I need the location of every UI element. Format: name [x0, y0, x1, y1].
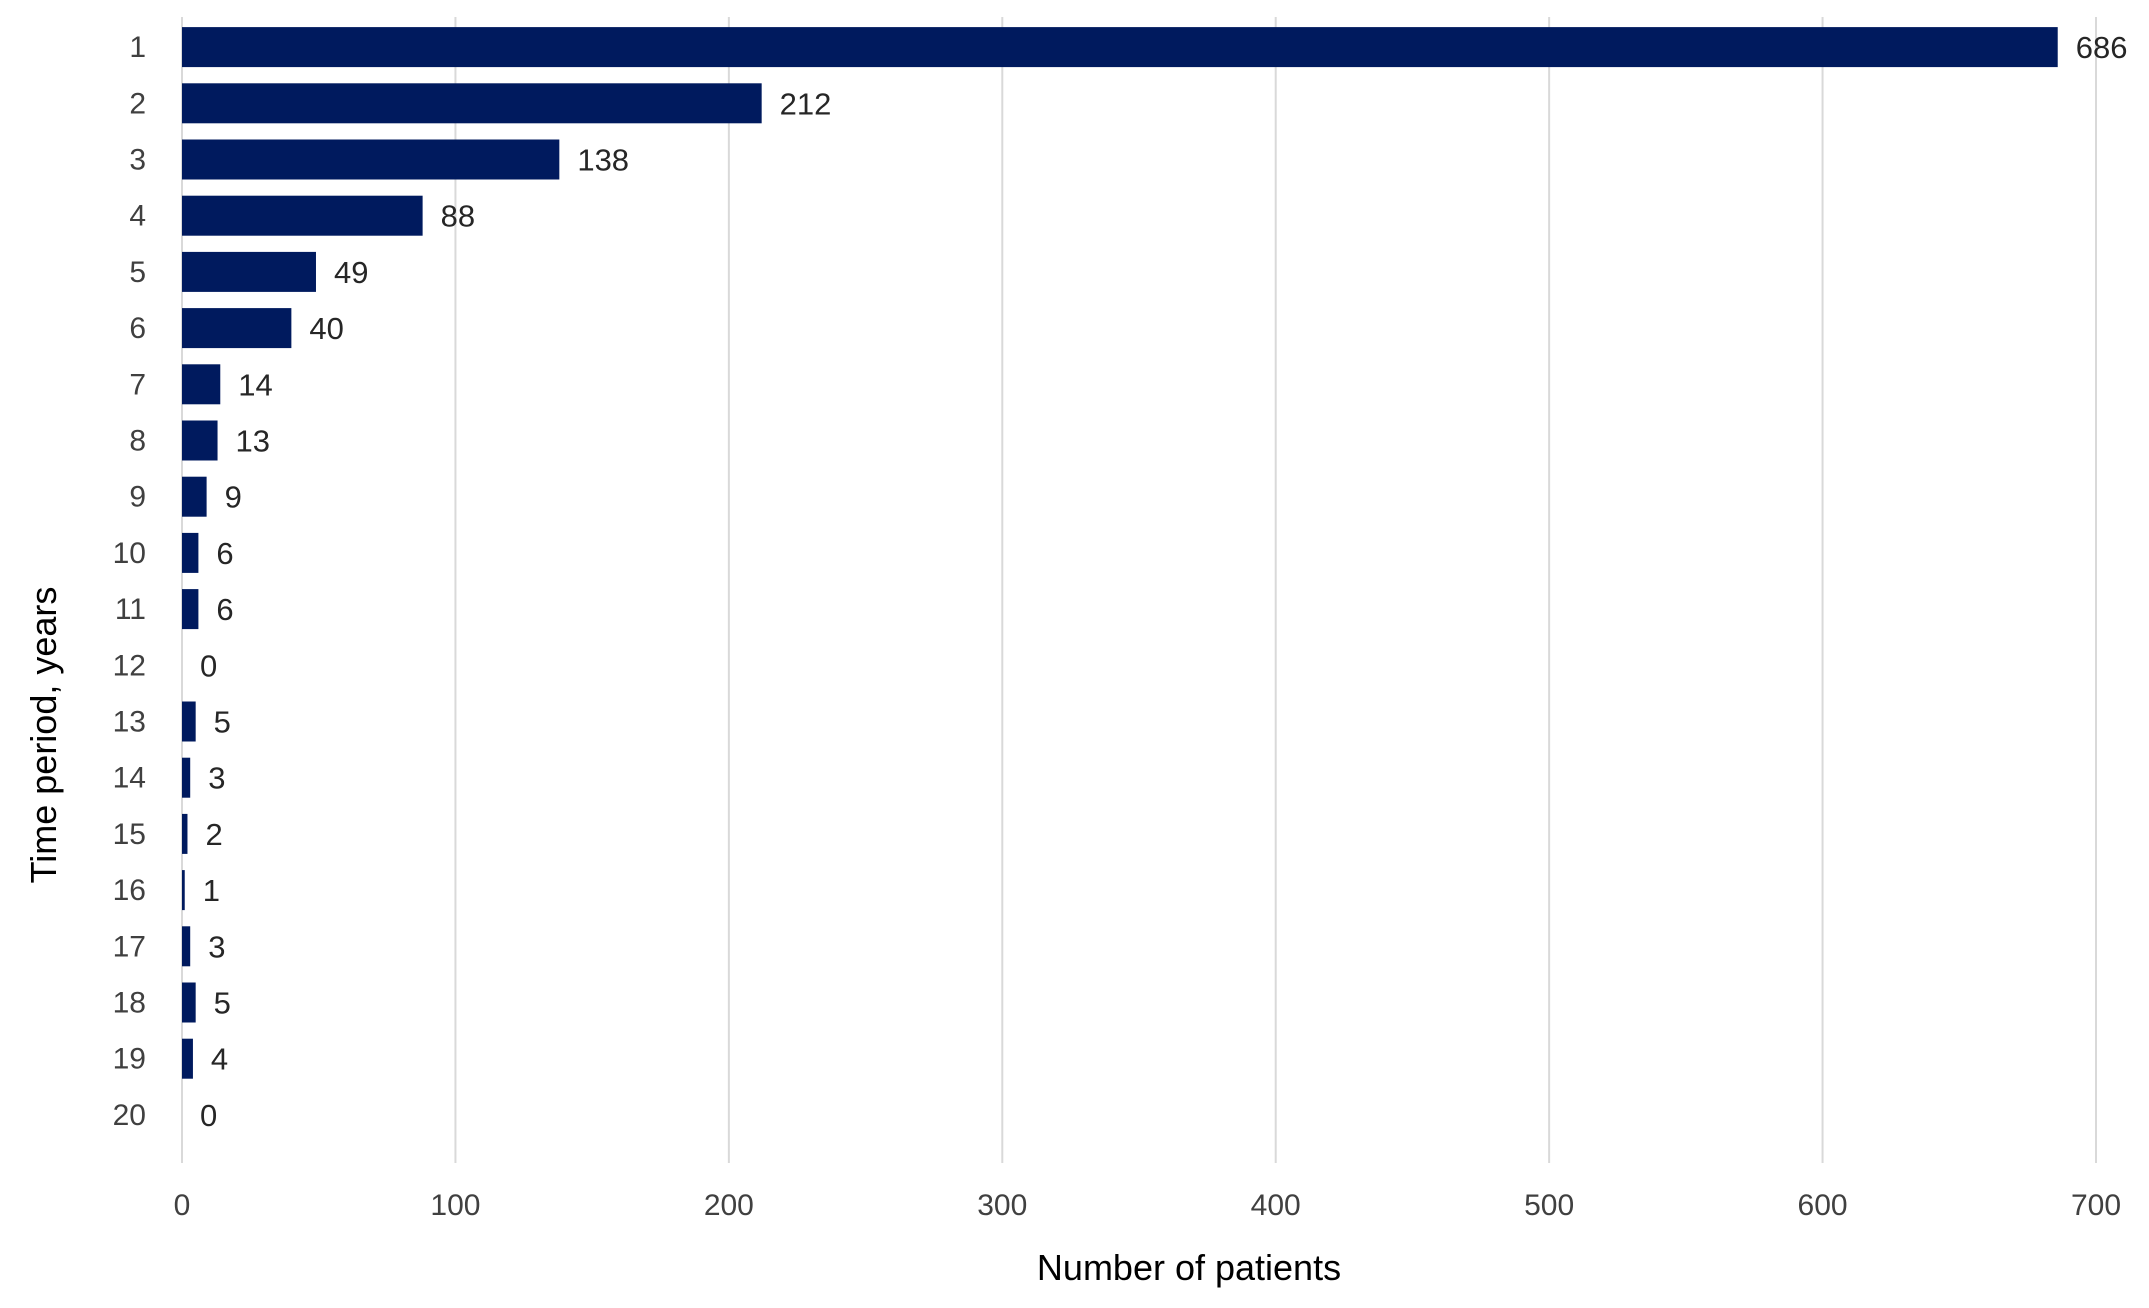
bar — [182, 83, 762, 124]
data-label: 0 — [200, 1098, 217, 1133]
bar — [182, 364, 221, 405]
data-label: 212 — [780, 86, 832, 121]
data-label: 49 — [334, 255, 368, 290]
x-tick-label: 0 — [174, 1189, 191, 1222]
bar — [182, 27, 2058, 68]
y-tick-label: 16 — [113, 874, 146, 907]
bars — [182, 27, 2058, 1079]
y-tick-label: 8 — [129, 425, 146, 458]
bar — [182, 532, 199, 573]
bar — [182, 589, 199, 630]
data-label: 2 — [205, 817, 222, 852]
data-label: 88 — [441, 199, 475, 234]
y-tick-label: 2 — [129, 87, 146, 120]
y-tick-label: 20 — [113, 1099, 146, 1132]
data-label: 14 — [238, 367, 272, 402]
x-tick-label: 600 — [1798, 1189, 1848, 1222]
x-tick-label: 200 — [704, 1189, 754, 1222]
bar — [182, 757, 191, 798]
x-tick-label: 700 — [2071, 1189, 2121, 1222]
data-label: 3 — [208, 761, 225, 796]
data-label: 40 — [309, 311, 343, 346]
y-tick-label: 14 — [113, 762, 146, 795]
data-label: 4 — [211, 1042, 228, 1077]
bar — [182, 982, 196, 1023]
data-label: 686 — [2076, 30, 2128, 65]
x-tick-label: 400 — [1251, 1189, 1301, 1222]
bar — [182, 1038, 193, 1079]
data-label: 138 — [577, 143, 629, 178]
data-label: 6 — [216, 536, 233, 571]
x-tick-label: 500 — [1524, 1189, 1574, 1222]
x-tick-label: 300 — [977, 1189, 1027, 1222]
y-tick-label: 6 — [129, 312, 146, 345]
x-axis-ticks: 0 100 200 300 400 500 600 700 — [174, 1189, 2121, 1222]
y-tick-label: 19 — [113, 1043, 146, 1076]
bar — [182, 195, 423, 236]
data-label: 1 — [203, 873, 220, 908]
bar — [182, 308, 292, 349]
y-axis-title: Time period, years — [23, 587, 64, 884]
y-tick-label: 13 — [113, 706, 146, 739]
y-tick-label: 18 — [113, 987, 146, 1020]
data-label: 5 — [214, 986, 231, 1021]
bar — [182, 870, 185, 911]
y-tick-label: 11 — [115, 593, 146, 626]
y-tick-label: 9 — [129, 481, 146, 514]
bar — [182, 926, 191, 967]
y-tick-label: 5 — [129, 256, 146, 289]
gridlines — [181, 17, 2097, 1163]
bar — [182, 813, 188, 854]
y-tick-label: 4 — [129, 200, 146, 233]
data-label: 3 — [208, 929, 225, 964]
y-tick-label: 1 — [129, 31, 146, 64]
y-tick-label: 7 — [129, 368, 146, 401]
data-label: 0 — [200, 648, 217, 683]
bar — [182, 251, 316, 292]
y-tick-label: 12 — [113, 649, 146, 682]
bar — [182, 476, 207, 517]
y-tick-label: 15 — [113, 818, 146, 851]
y-tick-label: 17 — [113, 930, 146, 963]
data-label: 9 — [225, 480, 242, 515]
data-label: 5 — [214, 705, 231, 740]
data-label: 6 — [216, 592, 233, 627]
x-axis-title: Number of patients — [1037, 1247, 1341, 1288]
data-label: 13 — [236, 424, 270, 459]
y-tick-label: 10 — [113, 537, 146, 570]
bar — [182, 139, 560, 180]
bar — [182, 420, 218, 461]
y-tick-label: 3 — [129, 144, 146, 177]
x-tick-label: 100 — [430, 1189, 480, 1222]
bar — [182, 701, 196, 742]
